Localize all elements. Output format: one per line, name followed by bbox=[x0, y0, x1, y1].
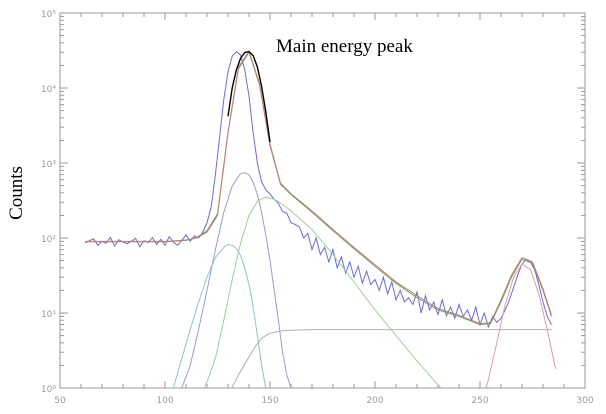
x-tick-label: 100 bbox=[156, 396, 173, 406]
y-tick-label: 10⁴ bbox=[41, 85, 56, 95]
series-line bbox=[84, 51, 552, 329]
x-tick-label: 50 bbox=[54, 396, 66, 406]
y-tick-label: 10² bbox=[41, 235, 56, 245]
peak-annotation: Main energy peak bbox=[276, 36, 413, 57]
x-tick-label: 250 bbox=[471, 396, 488, 406]
y-tick-label: 10⁰ bbox=[41, 385, 56, 395]
plot-frame bbox=[59, 12, 586, 389]
axes: 50 100 150 200 250 300 10⁰ 10¹ 10² 10³ 10⁴ 10⁵ bbox=[41, 10, 594, 406]
y-tick-label: 10³ bbox=[41, 160, 56, 170]
y-tick-label: 10¹ bbox=[41, 310, 56, 320]
series-line bbox=[231, 329, 552, 388]
series-line bbox=[85, 49, 552, 325]
series-layer bbox=[84, 49, 557, 388]
series-line bbox=[172, 243, 267, 388]
x-tick-label: 200 bbox=[366, 396, 383, 406]
y-axis-label: Counts bbox=[6, 166, 27, 220]
x-tick-label: 300 bbox=[576, 396, 593, 406]
y-tick-label: 10⁵ bbox=[41, 10, 56, 20]
series-line bbox=[203, 196, 443, 388]
series-line bbox=[485, 263, 557, 388]
series-line bbox=[227, 50, 271, 143]
x-tick-label: 150 bbox=[261, 396, 278, 406]
series-line bbox=[181, 172, 292, 388]
series-line bbox=[85, 51, 552, 326]
